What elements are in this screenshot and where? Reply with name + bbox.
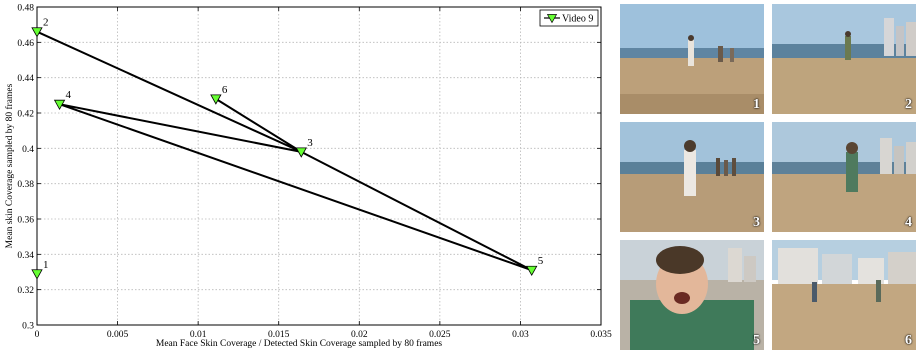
data-point-marker: [53, 99, 66, 110]
data-point-marker: [31, 269, 43, 280]
thumbnail-3: 3: [620, 122, 764, 232]
x-tick-label: 0.02: [351, 330, 368, 340]
data-point-marker: [295, 147, 307, 158]
plot-area: [37, 7, 601, 325]
series-line: [36, 30, 533, 272]
thumbnail-number: 2: [905, 97, 912, 112]
x-tick-label: 0.01: [190, 330, 207, 340]
data-point-label: 6: [222, 84, 228, 96]
thumbnail-number: 5: [753, 333, 760, 348]
thumbnail-number: 3: [753, 215, 760, 230]
thumbnail-2: 2: [772, 4, 916, 114]
thumbnail-grid: 1 2 3 4: [620, 4, 916, 354]
y-tick-label: 0.4: [22, 145, 34, 155]
x-tick-label: 0.025: [429, 330, 451, 340]
beach-scene-image: [772, 122, 916, 232]
y-tick-label: 0.44: [17, 74, 34, 84]
plot-frame: [36, 6, 602, 326]
beach-scene-image: [772, 240, 916, 350]
x-tick-label: 0.015: [268, 330, 290, 340]
thumbnail-number: 1: [753, 97, 760, 112]
x-tick-label: 0.03: [512, 330, 529, 340]
y-tick-label: 0.36: [17, 216, 34, 226]
beach-scene-image: [620, 4, 764, 114]
data-point-label: 3: [307, 137, 313, 149]
y-tick-label: 0.38: [17, 180, 34, 190]
legend-label: Video 9: [562, 14, 593, 25]
thumbnail-4: 4: [772, 122, 916, 232]
data-point-label: 5: [538, 255, 544, 267]
thumbnail-number: 4: [905, 215, 912, 230]
thumbnail-5: 5: [620, 240, 764, 350]
x-tick-label: 0.035: [590, 330, 612, 340]
x-tick-label: 0: [35, 330, 40, 340]
y-tick-label: 0.46: [17, 39, 34, 49]
close-up-image: [620, 240, 764, 350]
y-tick-label: 0.34: [17, 251, 34, 261]
data-point-marker: [526, 265, 538, 277]
thumbnail-number: 6: [905, 333, 912, 348]
thumbnail-6: 6: [772, 240, 916, 350]
legend-box: [539, 9, 599, 27]
y-tick-label: 0.48: [17, 4, 34, 14]
thumbnail-1: 1: [620, 4, 764, 114]
y-axis-title: Mean skin Coverage sampled by 80 frames: [4, 83, 15, 248]
data-point-label: 1: [43, 259, 49, 271]
data-point-label: 4: [66, 89, 72, 101]
y-tick-label: 0.42: [17, 110, 34, 120]
x-tick-label: 0.005: [107, 330, 129, 340]
data-point-marker: [210, 94, 222, 105]
x-axis-title: Mean Face Skin Coverage / Detected Skin …: [156, 338, 443, 349]
beach-scene-image: [620, 122, 764, 232]
y-tick-label: 0.3: [22, 322, 34, 332]
beach-scene-image: [772, 4, 916, 114]
data-point-marker: [31, 27, 43, 38]
chart: 0 0.005 0.01 0.015 0.02 0.025 0.03 0.035 0.3 0.32…: [4, 4, 612, 350]
legend-marker: [546, 14, 558, 24]
y-tick-label: 0.32: [17, 286, 34, 296]
data-point-label: 2: [43, 17, 49, 29]
